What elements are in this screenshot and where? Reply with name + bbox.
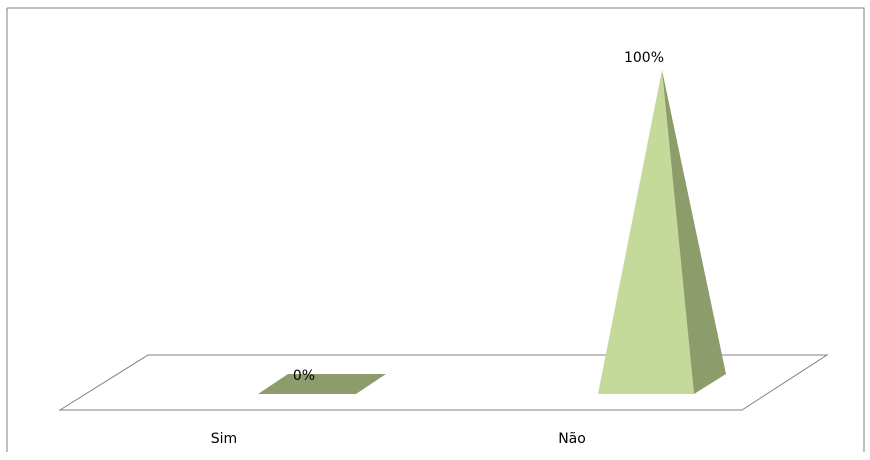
chart-labels: 0% Sim 100% Não [211,50,664,447]
pyramid-side-não [662,70,726,394]
chart-border [7,7,865,452]
pyramid-base-sim [258,374,386,394]
data-label-sim: 0% [293,368,315,384]
chart-marks [258,70,726,394]
category-label-não: Não [558,431,586,447]
category-label-sim: Sim [211,431,237,447]
data-label-não: 100% [624,50,664,66]
